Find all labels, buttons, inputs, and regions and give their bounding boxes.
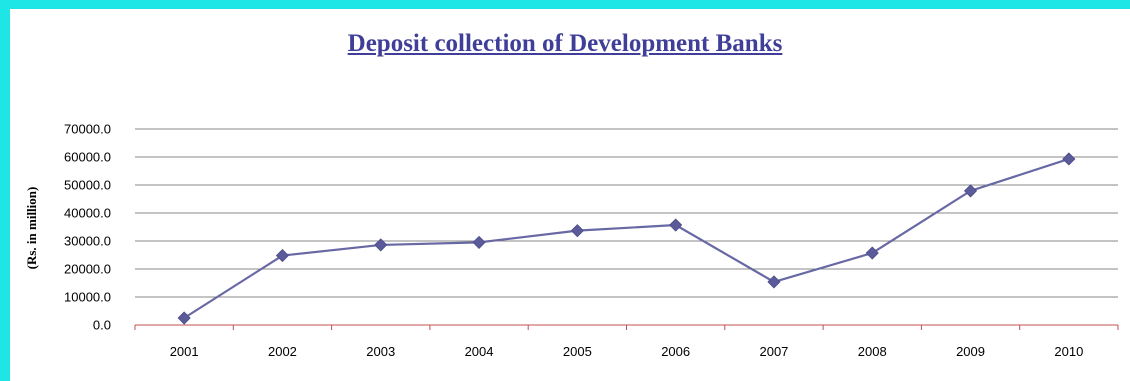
y-tick-label: 0.0 — [93, 318, 111, 333]
x-tick-label: 2006 — [661, 344, 690, 359]
data-point-marker — [472, 235, 486, 249]
y-axis-label: (Rs. in million) — [24, 187, 39, 270]
data-point-marker — [374, 238, 388, 252]
data-point-marker — [1062, 152, 1076, 166]
x-axis — [134, 324, 1119, 330]
series-group — [177, 152, 1076, 325]
x-tick-label: 2001 — [170, 344, 199, 359]
x-tick-label: 2003 — [366, 344, 395, 359]
x-tick-label: 2004 — [465, 344, 494, 359]
y-tick-label: 30000.0 — [64, 234, 111, 249]
y-tick-label: 60000.0 — [64, 150, 111, 165]
data-point-marker — [570, 224, 584, 238]
data-point-marker — [669, 218, 683, 232]
y-tick-label: 50000.0 — [64, 178, 111, 193]
data-point-marker — [963, 184, 978, 198]
x-tick-label: 2009 — [956, 344, 985, 359]
data-point-marker — [865, 246, 879, 260]
y-tick-label: 40000.0 — [64, 206, 111, 221]
data-point-marker — [275, 248, 290, 263]
x-tick-label: 2002 — [268, 344, 297, 359]
y-tick-labels: 0.0 10000.0 20000.0 30000.0 40000.0 50000.0 60… — [64, 122, 111, 333]
x-tick-label: 2008 — [858, 344, 887, 359]
frame-left-border — [0, 0, 10, 381]
x-tick-label: 2005 — [563, 344, 592, 359]
y-tick-label: 10000.0 — [64, 290, 111, 305]
y-tick-label: 70000.0 — [64, 122, 111, 137]
data-point-marker — [767, 275, 781, 289]
y-tick-label: 20000.0 — [64, 262, 111, 277]
chart-title: Deposit collection of Development Banks — [347, 30, 783, 57]
gridlines — [135, 128, 1118, 298]
frame-top-border — [0, 0, 1130, 9]
x-tick-label: 2010 — [1054, 344, 1083, 359]
x-tick-labels: 2001 2002 2003 2004 2005 2006 2007 2008 2009 2010 — [170, 344, 1084, 359]
x-tick-label: 2007 — [759, 344, 788, 359]
data-point-marker — [177, 311, 191, 325]
series-line — [183, 157, 1070, 319]
